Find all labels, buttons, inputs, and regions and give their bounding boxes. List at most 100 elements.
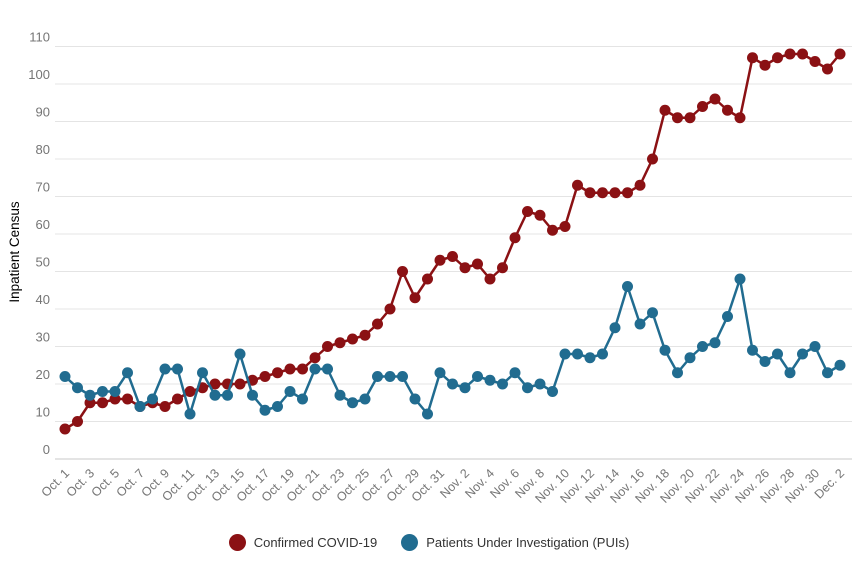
data-point[interactable] (497, 378, 508, 390)
data-point[interactable] (309, 363, 321, 375)
data-point[interactable] (422, 273, 433, 285)
data-point[interactable] (547, 386, 558, 397)
data-point[interactable] (122, 367, 133, 379)
data-point[interactable] (559, 348, 571, 360)
data-point[interactable] (772, 348, 783, 360)
data-point[interactable] (709, 337, 721, 349)
data-point[interactable] (722, 104, 733, 116)
data-point[interactable] (472, 258, 483, 270)
data-point[interactable] (359, 393, 371, 405)
data-point[interactable] (797, 348, 808, 360)
data-point[interactable] (347, 397, 358, 409)
data-point[interactable] (397, 266, 408, 277)
data-point[interactable] (322, 363, 333, 375)
data-point[interactable] (509, 367, 521, 379)
data-point[interactable] (522, 206, 533, 217)
data-point[interactable] (284, 386, 296, 397)
data-point[interactable] (534, 378, 546, 390)
data-point[interactable] (634, 318, 646, 330)
data-point[interactable] (197, 367, 208, 379)
data-point[interactable] (172, 393, 183, 405)
data-point[interactable] (797, 48, 808, 60)
data-point[interactable] (334, 389, 346, 401)
data-point[interactable] (597, 187, 608, 199)
data-point[interactable] (372, 318, 383, 330)
data-point[interactable] (534, 209, 546, 221)
data-point[interactable] (97, 386, 108, 397)
data-point[interactable] (634, 179, 646, 191)
data-point[interactable] (159, 363, 171, 375)
data-point[interactable] (822, 367, 833, 379)
data-point[interactable] (172, 363, 183, 375)
data-point[interactable] (684, 112, 696, 124)
data-point[interactable] (684, 352, 696, 364)
data-point[interactable] (734, 273, 746, 285)
data-point[interactable] (484, 374, 496, 386)
data-point[interactable] (259, 404, 271, 416)
data-point[interactable] (234, 378, 246, 390)
data-point[interactable] (209, 389, 221, 401)
data-point[interactable] (397, 371, 408, 382)
data-point[interactable] (659, 344, 671, 356)
data-point[interactable] (209, 378, 221, 390)
data-point[interactable] (834, 359, 846, 371)
data-point[interactable] (672, 112, 683, 124)
data-point[interactable] (472, 371, 483, 382)
data-point[interactable] (747, 52, 758, 64)
data-point[interactable] (809, 56, 821, 67)
data-point[interactable] (459, 382, 471, 394)
data-point[interactable] (409, 292, 421, 304)
data-point[interactable] (497, 262, 508, 274)
data-point[interactable] (484, 273, 496, 285)
data-point[interactable] (672, 367, 683, 379)
data-point[interactable] (647, 307, 658, 319)
data-point[interactable] (709, 93, 721, 105)
data-point[interactable] (622, 281, 633, 292)
data-point[interactable] (734, 112, 746, 124)
data-point[interactable] (234, 348, 246, 360)
data-point[interactable] (572, 348, 583, 360)
data-point[interactable] (297, 393, 308, 405)
data-point[interactable] (134, 401, 146, 412)
data-point[interactable] (222, 389, 233, 401)
data-point[interactable] (184, 408, 196, 420)
data-point[interactable] (834, 48, 846, 60)
data-point[interactable] (697, 101, 708, 112)
legend-item-confirmed-covid19[interactable]: Confirmed COVID-19 (228, 534, 377, 551)
data-point[interactable] (622, 187, 633, 199)
data-point[interactable] (659, 104, 671, 116)
data-point[interactable] (409, 393, 421, 405)
data-point[interactable] (597, 348, 608, 360)
data-point[interactable] (647, 153, 658, 165)
data-point[interactable] (384, 303, 396, 315)
data-point[interactable] (247, 389, 258, 401)
data-point[interactable] (334, 337, 346, 349)
data-point[interactable] (372, 371, 383, 382)
data-point[interactable] (584, 187, 596, 199)
data-point[interactable] (759, 59, 771, 71)
data-point[interactable] (272, 401, 283, 412)
data-point[interactable] (72, 416, 83, 427)
data-point[interactable] (347, 333, 358, 345)
data-point[interactable] (784, 48, 796, 60)
data-point[interactable] (772, 52, 783, 64)
legend-item-puis[interactable]: Patients Under Investigation (PUIs) (401, 534, 629, 551)
data-point[interactable] (809, 341, 821, 352)
data-point[interactable] (297, 363, 308, 375)
data-point[interactable] (447, 378, 458, 390)
data-point[interactable] (722, 311, 733, 322)
data-point[interactable] (59, 423, 71, 435)
data-point[interactable] (184, 386, 196, 397)
data-point[interactable] (822, 63, 833, 75)
data-point[interactable] (434, 254, 446, 266)
data-point[interactable] (384, 371, 396, 382)
data-point[interactable] (609, 187, 621, 199)
data-point[interactable] (322, 341, 333, 352)
data-point[interactable] (359, 329, 371, 341)
data-point[interactable] (572, 179, 583, 191)
data-point[interactable] (97, 397, 108, 409)
data-point[interactable] (459, 262, 471, 274)
data-point[interactable] (609, 322, 621, 334)
data-point[interactable] (159, 401, 171, 412)
data-point[interactable] (447, 251, 458, 262)
